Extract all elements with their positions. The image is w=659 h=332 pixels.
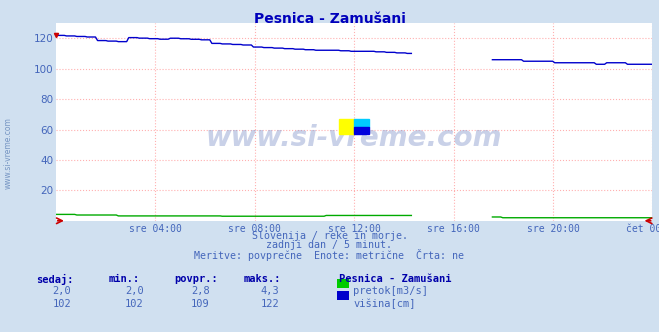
Text: maks.:: maks.: (244, 274, 281, 284)
Text: 102: 102 (125, 299, 144, 309)
Text: 2,0: 2,0 (125, 286, 144, 296)
Text: 4,3: 4,3 (260, 286, 279, 296)
Text: 122: 122 (260, 299, 279, 309)
Text: 102: 102 (53, 299, 71, 309)
Text: Slovenija / reke in morje.: Slovenija / reke in morje. (252, 231, 407, 241)
Text: višina[cm]: višina[cm] (353, 299, 416, 309)
Text: zadnji dan / 5 minut.: zadnji dan / 5 minut. (266, 240, 393, 250)
Text: sedaj:: sedaj: (36, 274, 74, 285)
Text: 109: 109 (191, 299, 210, 309)
Text: 2,8: 2,8 (191, 286, 210, 296)
Text: www.si-vreme.com: www.si-vreme.com (3, 117, 13, 189)
Text: 2,0: 2,0 (53, 286, 71, 296)
Bar (355, 119, 369, 126)
Bar (355, 126, 369, 134)
Text: Pesnica - Zamušani: Pesnica - Zamušani (254, 12, 405, 26)
Text: povpr.:: povpr.: (175, 274, 218, 284)
Text: pretok[m3/s]: pretok[m3/s] (353, 286, 428, 296)
Text: min.:: min.: (109, 274, 140, 284)
Text: www.si-vreme.com: www.si-vreme.com (206, 124, 502, 152)
Text: Pesnica - Zamušani: Pesnica - Zamušani (339, 274, 452, 284)
Bar (339, 119, 355, 134)
Text: Meritve: povprečne  Enote: metrične  Črta: ne: Meritve: povprečne Enote: metrične Črta:… (194, 249, 465, 261)
